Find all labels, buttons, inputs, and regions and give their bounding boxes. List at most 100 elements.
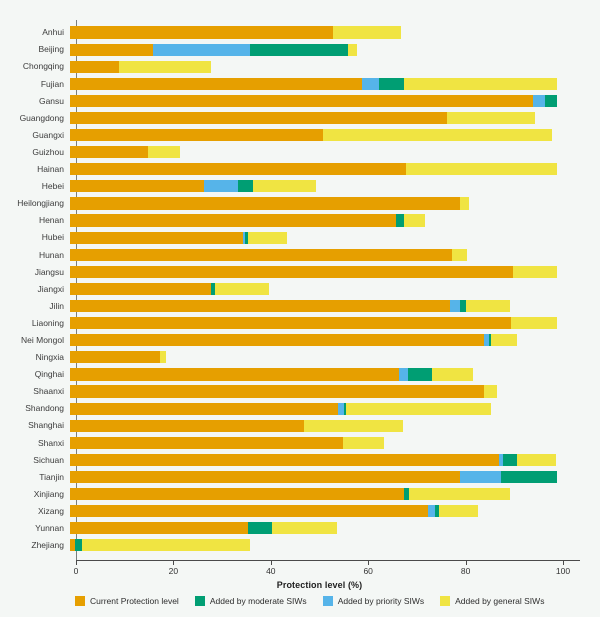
y-axis-label: Guangxi — [32, 129, 64, 140]
bar-segment — [500, 470, 557, 484]
bar-segment — [347, 43, 358, 56]
bar-segment — [488, 334, 492, 347]
bar-row: Guangdong — [0, 109, 600, 126]
bar-segment — [408, 368, 432, 381]
x-axis-tick-label: 0 — [73, 566, 79, 576]
bar-segment — [70, 43, 153, 56]
x-axis-tick — [270, 561, 272, 565]
bar-segment — [203, 180, 238, 193]
bar-track — [70, 351, 557, 364]
bar-row: Jilin — [0, 298, 600, 315]
bar-track — [70, 163, 557, 176]
legend-item: Added by general SIWs — [440, 596, 544, 606]
bar-segment — [332, 26, 402, 39]
y-axis-label: Tianjin — [39, 471, 64, 482]
bar-row: Shanxi — [0, 434, 600, 451]
legend-label: Added by general SIWs — [455, 596, 545, 606]
bar-track — [70, 146, 557, 159]
y-axis-label: Guizhou — [32, 146, 64, 157]
y-axis-label: Nei Mongol — [21, 334, 64, 345]
bar-row: Hubei — [0, 229, 600, 246]
bar-segment — [70, 505, 428, 518]
x-axis-tick — [76, 561, 77, 565]
plot-rows: Anhui Beijing Chongqing Fujian Gansu Guangdon… — [0, 24, 600, 554]
bar-segment — [82, 539, 250, 552]
bar-track — [70, 505, 557, 518]
bar-segment — [513, 265, 557, 278]
y-axis-label: Fujian — [40, 78, 64, 89]
bar-segment — [70, 163, 407, 176]
x-axis-tick-label: 60 — [363, 566, 373, 576]
bar-segment — [70, 60, 119, 73]
bar-segment — [498, 453, 504, 466]
y-axis-label: Beijing — [38, 44, 64, 55]
legend-swatch — [75, 596, 85, 606]
bar-segment — [303, 419, 403, 432]
y-axis-label: Shandong — [25, 403, 64, 414]
bar-row: Hainan — [0, 161, 600, 178]
bar-track — [70, 368, 557, 381]
bar-segment — [491, 334, 517, 347]
bar-row: Yunnan — [0, 520, 600, 537]
bar-segment — [398, 368, 409, 381]
x-axis-tick-label: 20 — [168, 566, 179, 576]
bar-row: Shaanxi — [0, 383, 600, 400]
bar-segment — [74, 539, 83, 552]
bar-row: Shandong — [0, 400, 600, 417]
y-axis-label: Zhejiang — [31, 540, 64, 551]
x-axis-tick-label: 100 — [555, 566, 571, 576]
bar-segment — [70, 94, 533, 108]
bar-segment — [70, 248, 453, 261]
bar-row: Fujian — [0, 75, 600, 92]
bar-segment — [238, 180, 253, 193]
bar-segment — [70, 282, 212, 296]
bar-segment — [409, 487, 510, 501]
y-axis-label: Shanghai — [28, 420, 64, 431]
bar-segment — [70, 368, 399, 381]
y-axis-label: Chongqing — [22, 61, 64, 72]
x-axis-tick — [465, 561, 467, 565]
bar-segment — [70, 265, 514, 278]
bar-segment — [459, 470, 501, 484]
bar-segment — [70, 299, 450, 313]
bar-segment — [70, 419, 304, 432]
bar-segment — [70, 231, 243, 244]
bar-segment — [427, 505, 436, 518]
bar-row: Xinjiang — [0, 486, 600, 503]
bar-track — [70, 60, 557, 73]
bar-segment — [343, 402, 347, 415]
bar-segment — [403, 77, 557, 90]
bar-segment — [70, 317, 511, 330]
bar-segment — [70, 539, 75, 552]
bar-segment — [245, 231, 248, 244]
bar-track — [70, 214, 557, 227]
bar-segment — [70, 351, 161, 364]
bar-track — [70, 299, 557, 313]
bar-segment — [544, 94, 557, 108]
legend: Current Protection level Added by moderat… — [75, 596, 595, 606]
bar-row: Guizhou — [0, 144, 600, 161]
x-axis-tick-label: 80 — [460, 566, 471, 576]
bar-row: Jiangsu — [0, 263, 600, 280]
bar-segment — [70, 522, 248, 535]
y-axis-label: Anhui — [42, 27, 64, 38]
bar-track — [70, 334, 557, 347]
x-axis-tick — [563, 561, 564, 565]
bar-row: Shanghai — [0, 417, 600, 434]
x-axis-tick — [368, 561, 370, 565]
bar-row: Beijing — [0, 41, 600, 58]
x-axis-tick-label: 40 — [266, 566, 276, 576]
bar-segment — [362, 77, 380, 90]
bar-segment — [70, 197, 460, 210]
x-axis-title: Protection level (%) — [276, 580, 363, 590]
y-axis-label: Ningxia — [35, 352, 64, 363]
bar-track — [70, 26, 557, 39]
bar-segment — [70, 180, 204, 193]
y-axis-label: Jiangxi — [37, 283, 64, 294]
bar-segment — [483, 334, 489, 347]
bar-segment — [247, 231, 287, 244]
bar-row: Jiangxi — [0, 280, 600, 297]
y-axis-label: Xizang — [38, 505, 64, 516]
y-axis-label: Jilin — [49, 300, 64, 311]
bar-row: Anhui — [0, 24, 600, 41]
